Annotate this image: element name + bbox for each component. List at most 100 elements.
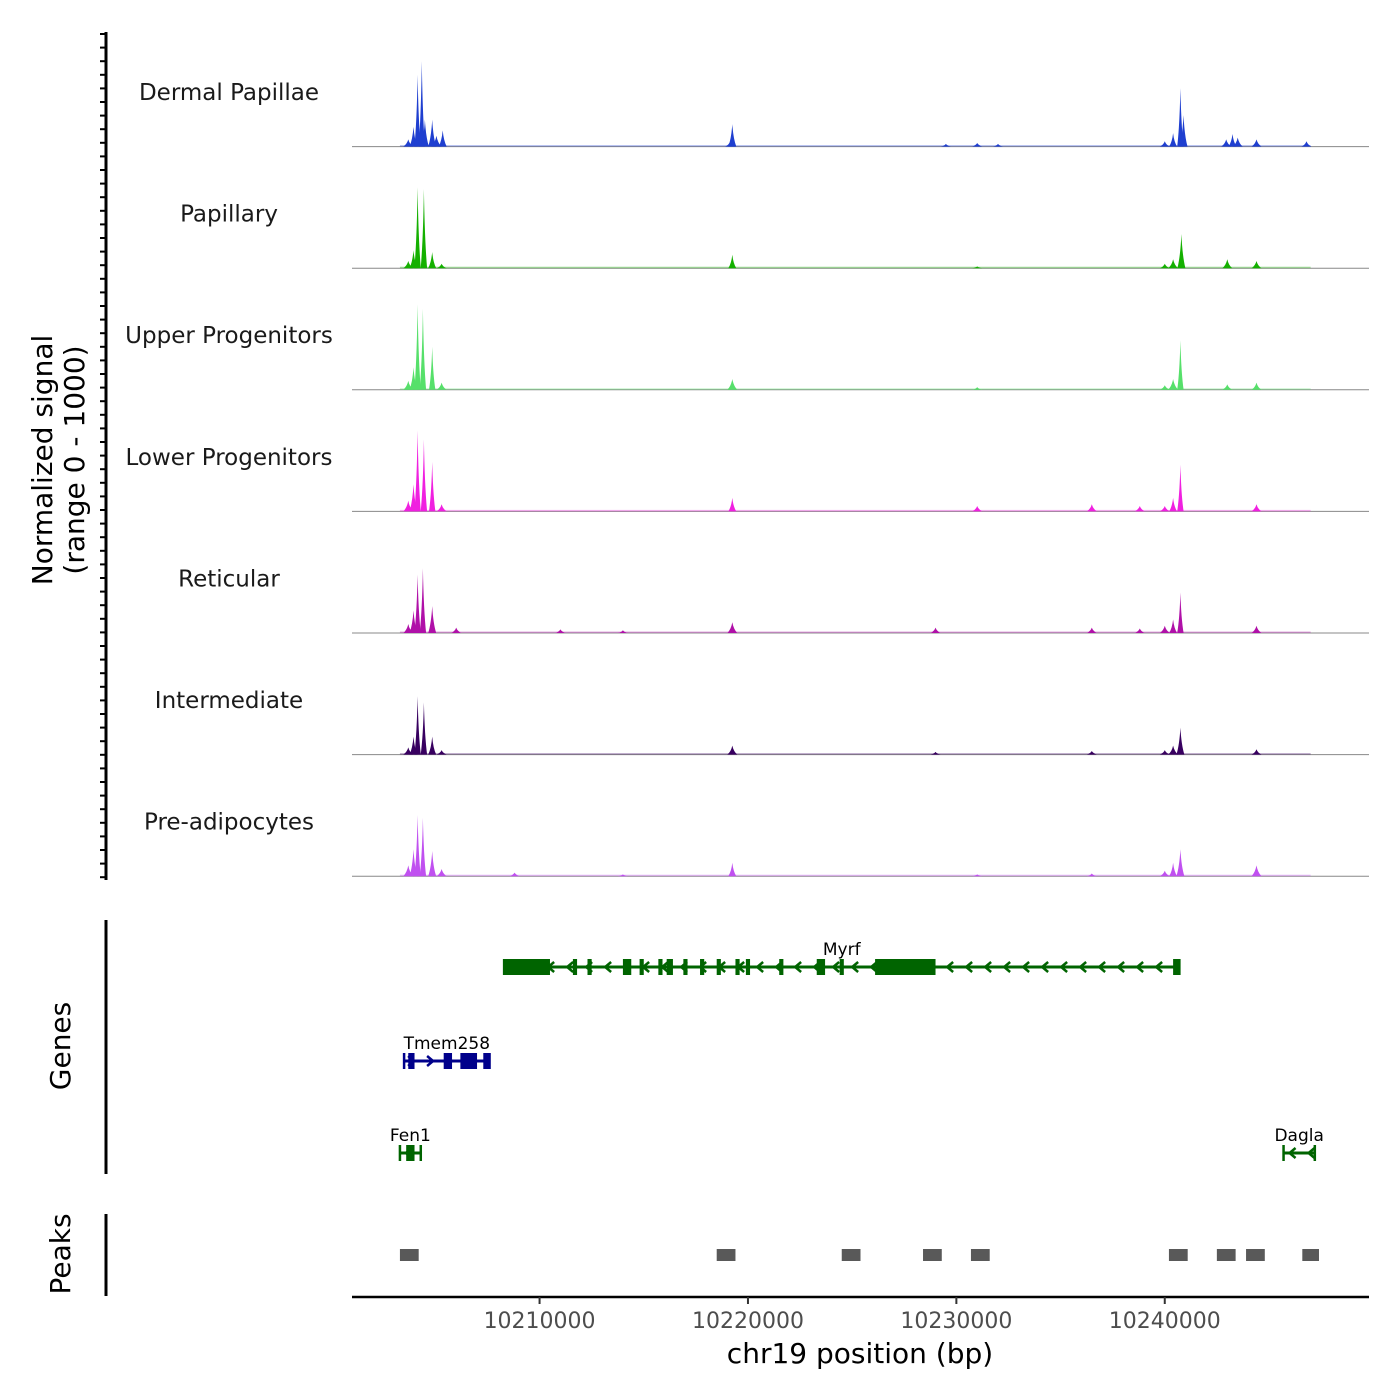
strand-arrow <box>983 961 992 973</box>
strand-arrow <box>426 1055 436 1067</box>
gene-exon <box>839 959 844 975</box>
track-3: Upper Progenitors <box>125 304 1369 391</box>
signal-peak <box>972 143 983 147</box>
signal-peak <box>1176 849 1185 877</box>
gene-exon <box>745 959 751 975</box>
signal-peak <box>1251 625 1262 633</box>
track-label: Pre-adipocytes <box>144 810 314 836</box>
strand-arrow <box>1097 961 1106 973</box>
x-tick-label: 10230000 <box>900 1309 1012 1334</box>
strand-arrow <box>1154 961 1163 973</box>
signal-peak <box>727 745 738 755</box>
signal-peak <box>451 627 462 633</box>
signal-peak <box>1177 464 1184 512</box>
signal-peak <box>1222 259 1233 269</box>
gene-tmem258: Tmem258 <box>403 1034 491 1069</box>
signal-peak <box>438 130 447 147</box>
signal-peak <box>1168 379 1179 390</box>
signal-peak <box>1232 137 1243 147</box>
signal-floor <box>399 874 1311 877</box>
signal-y-ticks <box>100 33 106 879</box>
signal-peak <box>728 497 737 512</box>
signal-peak <box>1177 592 1184 633</box>
x-tick-label: 10240000 <box>1109 1309 1221 1334</box>
signal-peak <box>414 304 421 390</box>
signal-peak <box>930 627 941 633</box>
track-4: Lower Progenitors <box>126 430 1369 512</box>
signal-peak <box>1086 873 1097 877</box>
signal-peak <box>436 504 447 512</box>
signal-peak <box>1251 865 1262 877</box>
signal-floor <box>399 631 1311 633</box>
peak-region <box>716 1249 736 1261</box>
signal-peak <box>930 751 941 755</box>
signal-peak <box>1251 261 1262 269</box>
signal-peak <box>728 124 737 147</box>
track-label: Reticular <box>178 566 280 592</box>
signal-peak <box>436 869 447 877</box>
track-label: Lower Progenitors <box>126 445 333 471</box>
strand-arrow <box>1116 961 1125 973</box>
gene-label: Tmem258 <box>403 1034 490 1054</box>
signal-peak <box>428 736 437 755</box>
x-axis-title: chr19 position (bp) <box>727 1337 993 1370</box>
strand-arrow <box>565 961 574 973</box>
peak-region <box>923 1249 942 1261</box>
signal-peak <box>1169 133 1178 147</box>
signal-peak <box>728 254 737 269</box>
strand-arrow <box>755 961 764 973</box>
signal-peak <box>1177 88 1184 147</box>
signal-peak <box>1169 619 1178 633</box>
signal-peak <box>972 506 983 512</box>
signal-peak <box>1159 750 1170 755</box>
signal-peak <box>1301 141 1312 147</box>
signal-peak <box>428 252 437 269</box>
signal-peak <box>940 143 951 147</box>
signal-peak <box>1177 234 1186 269</box>
signal-peak <box>1168 745 1179 755</box>
gene-exon <box>572 959 578 975</box>
strand-arrow <box>1287 1147 1297 1159</box>
gene-exon <box>622 959 632 975</box>
strand-arrow <box>1059 961 1068 973</box>
signal-peak <box>429 346 436 390</box>
signal-peak <box>1169 862 1178 877</box>
track-2: Papillary <box>180 187 1369 269</box>
signal-peak <box>509 872 520 877</box>
signal-floor <box>399 509 1311 512</box>
x-axis-ticks: 10210000 10220000 10230000 10240000 <box>484 1297 1221 1334</box>
signal-peak <box>1134 628 1145 633</box>
signal-peak <box>1251 139 1262 147</box>
gene-exon <box>639 959 644 975</box>
signal-peak <box>617 630 628 633</box>
signal-peak <box>1086 751 1097 755</box>
signal-peak <box>727 379 738 390</box>
signal-peak <box>728 862 737 877</box>
track-7: Pre-adipocytes <box>144 810 1369 877</box>
x-tick-label: 10210000 <box>484 1309 596 1334</box>
signal-peak <box>1169 497 1178 512</box>
signal-peak <box>1251 749 1262 755</box>
gene-exon <box>666 959 673 975</box>
signal-peak <box>436 382 447 390</box>
gene-exon <box>483 1053 490 1069</box>
gene-myrf: Myrf <box>502 940 1181 975</box>
gene-exon <box>1173 959 1180 975</box>
gene-exon <box>683 959 688 975</box>
signal-floor <box>399 266 1311 269</box>
signal-peak <box>428 606 437 633</box>
peak-regions <box>399 1249 1319 1261</box>
signal-peak <box>1159 506 1170 512</box>
signal-peak <box>414 74 421 147</box>
signal-peak <box>414 696 421 755</box>
gene-exon <box>406 1145 415 1161</box>
signal-peak <box>414 187 421 269</box>
signal-peak <box>1179 115 1188 147</box>
track-label: Dermal Papillae <box>139 80 319 106</box>
genes-panel-title: Genes <box>44 1002 77 1090</box>
signal-peak <box>727 622 738 633</box>
signal-peak <box>1159 870 1170 877</box>
strand-arrow <box>1078 961 1087 973</box>
strand-arrow <box>793 961 802 973</box>
gene-exon <box>658 959 663 975</box>
